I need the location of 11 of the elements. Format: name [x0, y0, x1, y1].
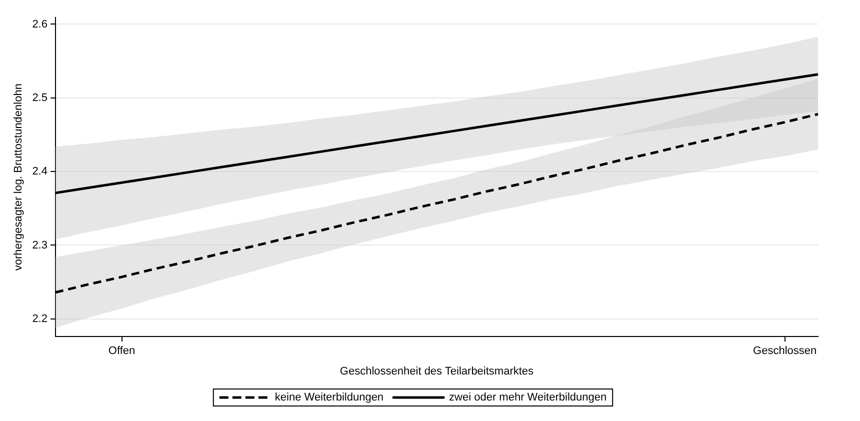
y-axis-title: vorhergesagter log. Bruttostundenlohn — [12, 84, 25, 271]
y-tick-label: 2.5 — [32, 92, 48, 104]
y-tick-label: 2.6 — [32, 18, 48, 30]
legend-label: zwei oder mehr Weiterbildungen — [449, 392, 607, 404]
y-tick-label: 2.4 — [32, 166, 48, 178]
x-axis-title: Geschlossenheit des Teilarbeitsmarktes — [340, 365, 534, 378]
x-tick-label: Geschlossen — [753, 345, 817, 358]
x-tick-label: Offen — [108, 345, 136, 358]
y-tick-label: 2.2 — [32, 312, 48, 325]
y-tick-label: 2.3 — [32, 239, 48, 252]
legend-label: keine Weiterbildungen — [274, 392, 384, 404]
